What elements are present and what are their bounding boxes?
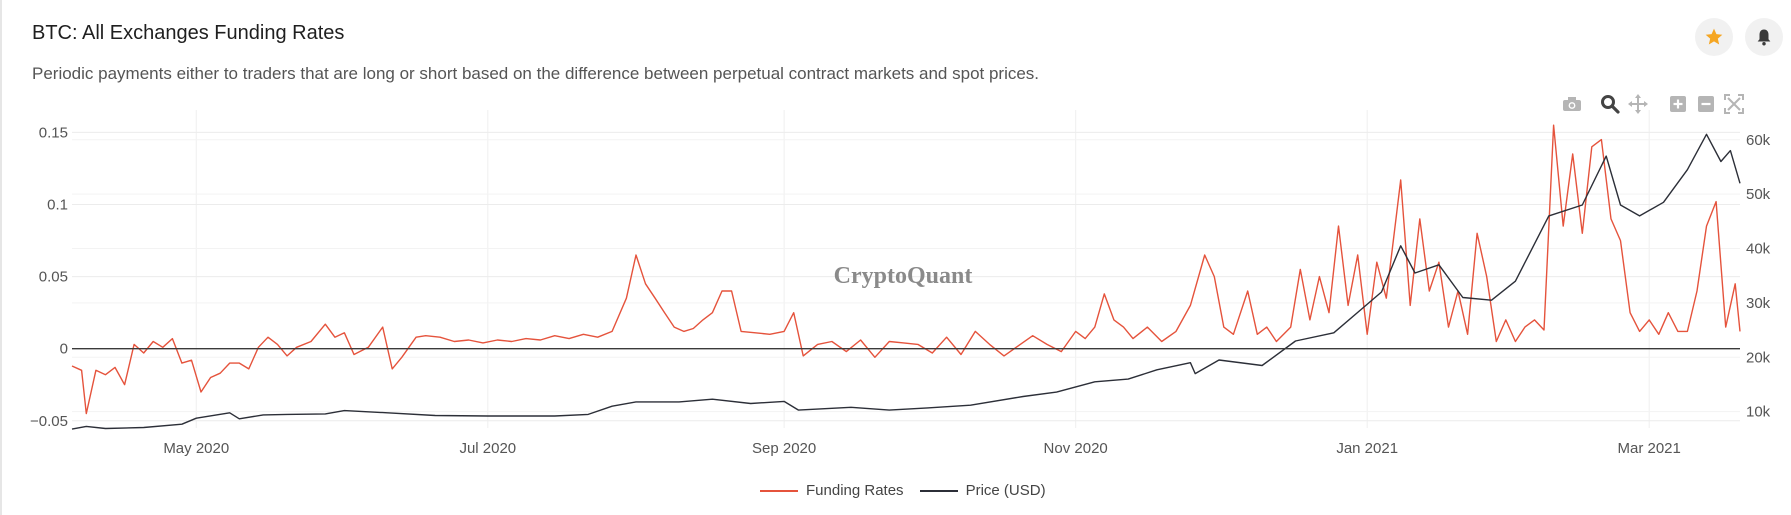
legend-label-funding: Funding Rates	[806, 482, 904, 499]
y-left-tick-label: −0.05	[30, 413, 68, 430]
x-tick-label: Mar 2021	[1618, 440, 1681, 457]
y-left-tick-label: 0.15	[39, 124, 68, 141]
y-right-tick-label: 60k	[1746, 132, 1771, 149]
x-tick-label: May 2020	[163, 440, 229, 457]
card-border	[0, 0, 2, 515]
autoscale-icon[interactable]	[1722, 92, 1746, 116]
zoom-in-icon[interactable]	[1666, 92, 1690, 116]
y-right-tick-label: 50k	[1746, 186, 1771, 203]
legend-item-funding[interactable]: Funding Rates	[760, 482, 904, 499]
legend-item-price[interactable]: Price (USD)	[919, 482, 1046, 499]
y-left-tick-label: 0.1	[47, 197, 68, 214]
y-left-tick-label: 0	[60, 341, 68, 358]
chart-title: BTC: All Exchanges Funding Rates	[32, 22, 345, 44]
chart-legend: Funding Rates Price (USD)	[760, 482, 1062, 499]
legend-label-price: Price (USD)	[965, 482, 1046, 499]
y-right-tick-label: 20k	[1746, 349, 1771, 366]
y-left-tick-label: 0.05	[39, 269, 68, 286]
x-tick-label: Nov 2020	[1044, 440, 1108, 457]
legend-swatch-funding	[760, 489, 798, 492]
legend-swatch-price	[919, 489, 958, 492]
funding-rate-chart: CryptoQuant May 2020 Jul 2020 Sep 2020 Nov …	[30, 110, 1771, 457]
alert-button[interactable]	[1745, 18, 1783, 56]
bell-icon	[1757, 29, 1771, 46]
chart-subtitle: Periodic payments either to traders that…	[32, 64, 1040, 83]
y-right-tick-label: 40k	[1746, 241, 1771, 258]
zoom-icon[interactable]	[1598, 92, 1622, 116]
favorite-button[interactable]	[1695, 18, 1733, 56]
x-tick-label: Sep 2020	[752, 440, 816, 457]
watermark: CryptoQuant	[834, 263, 973, 289]
funding-rates-line	[71, 124, 1741, 415]
zoom-out-icon[interactable]	[1694, 92, 1718, 116]
camera-icon[interactable]	[1560, 92, 1584, 116]
pan-icon[interactable]	[1626, 92, 1650, 116]
price-line	[71, 133, 1741, 430]
x-tick-label: Jul 2020	[459, 440, 516, 457]
x-tick-label: Jan 2021	[1336, 440, 1398, 457]
y-right-tick-label: 10k	[1746, 404, 1771, 421]
y-right-tick-label: 30k	[1746, 295, 1771, 312]
star-icon	[1705, 28, 1723, 45]
